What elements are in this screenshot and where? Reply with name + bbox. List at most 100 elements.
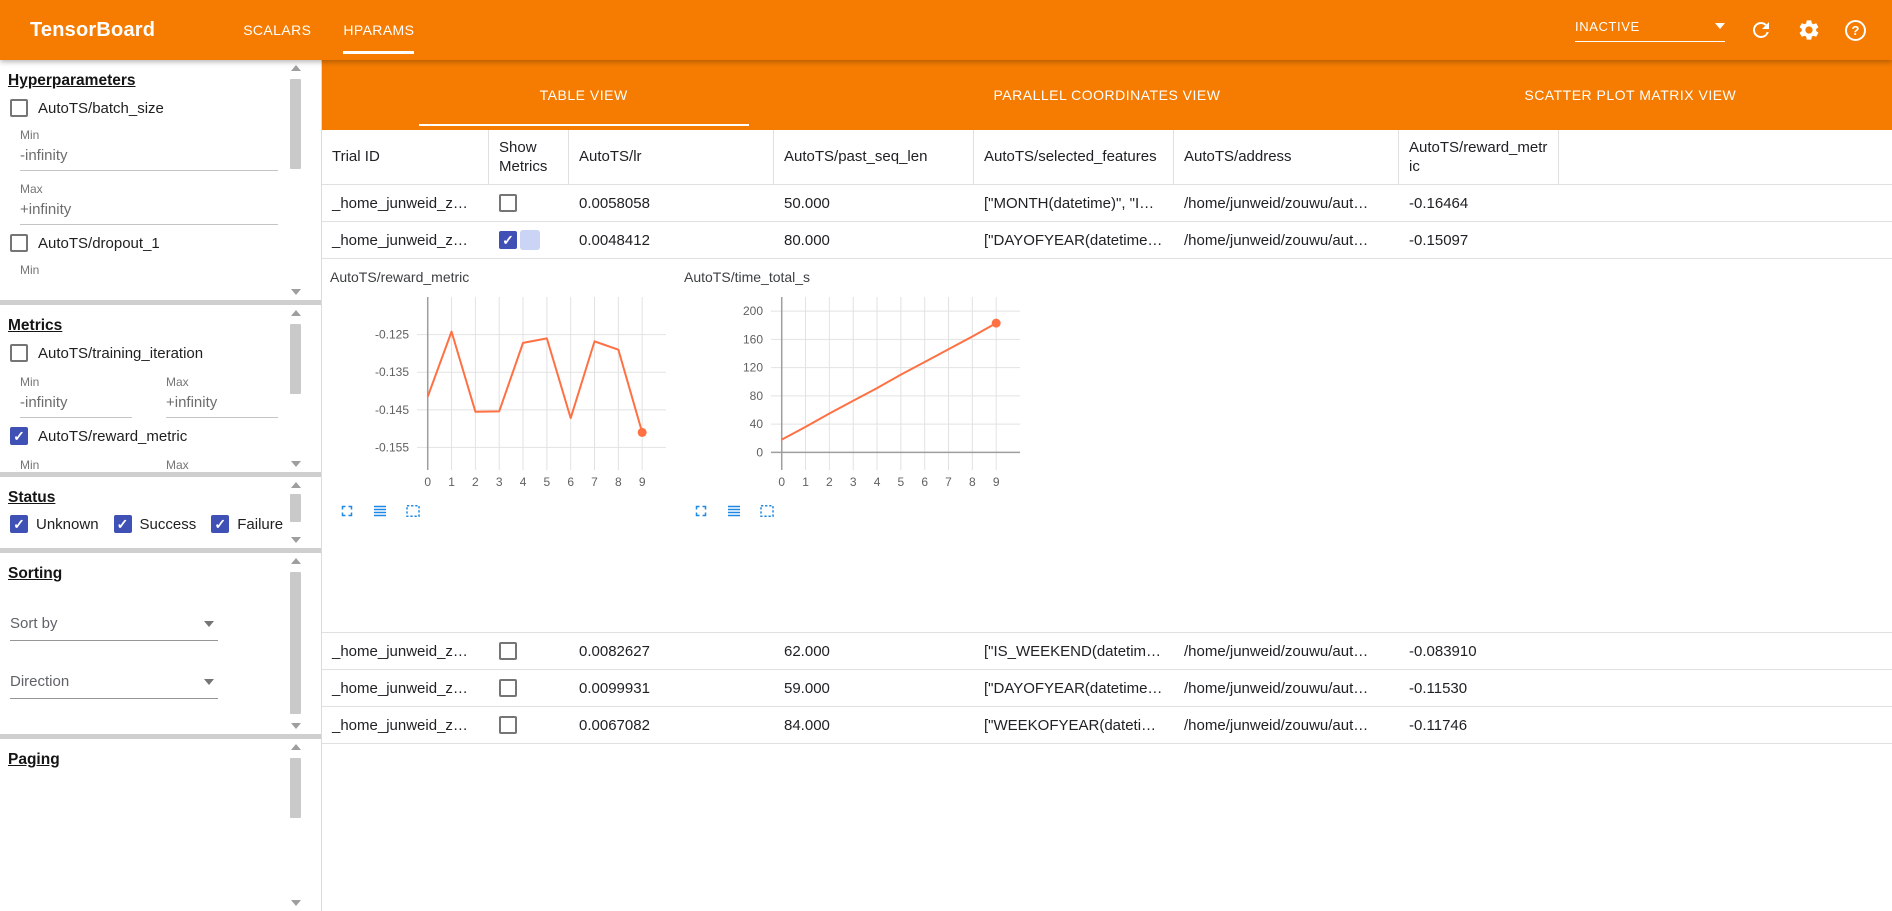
column-header-trial-id[interactable]: Trial ID (322, 130, 489, 184)
status-success-checkbox[interactable] (113, 515, 132, 533)
status-item-unknown[interactable]: Unknown (10, 515, 99, 533)
settings-button[interactable] (1797, 18, 1821, 42)
max-label: Max (166, 375, 189, 389)
max-label: Max (20, 182, 43, 196)
selection-box-button[interactable] (404, 502, 422, 520)
column-header-reward-metric[interactable]: AutoTS/reward_metric (1399, 130, 1559, 184)
status-failure-checkbox[interactable] (211, 515, 230, 533)
trials-table: Trial ID Show Metrics AutoTS/lr AutoTS/p… (322, 130, 1892, 911)
show-metrics-checkbox[interactable] (499, 716, 517, 734)
scrollbar-thumb[interactable] (290, 324, 301, 394)
hparam-item-dropout-1[interactable]: AutoTS/dropout_1 (10, 234, 307, 252)
cell-address: /home/junweid/zouwu/aut… (1184, 194, 1369, 212)
table-row[interactable]: _home_junweid_z… 0.0099931 59.000 ["DAYO… (322, 670, 1892, 707)
column-header-past-seq-len[interactable]: AutoTS/past_seq_len (774, 130, 974, 184)
hparam-dropout-1-checkbox[interactable] (10, 234, 28, 252)
status-panel: Status Unknown Success Failure (0, 477, 321, 548)
svg-text:3: 3 (850, 475, 857, 489)
tab-scatter-plot-matrix-view[interactable]: SCATTER PLOT MATRIX VIEW (1369, 60, 1892, 130)
show-metrics-checkbox[interactable] (499, 194, 517, 212)
status-item-success[interactable]: Success (113, 515, 196, 533)
direction-select[interactable]: Direction (10, 667, 218, 699)
status-scrollbar[interactable] (290, 482, 301, 543)
scrollbar-thumb[interactable] (290, 79, 301, 169)
status-options: Unknown Success Failure Running (10, 515, 307, 548)
metric-reward-metric-checkbox[interactable] (10, 427, 28, 445)
data-table-button[interactable] (371, 502, 389, 520)
scroll-up-icon[interactable] (291, 744, 301, 750)
tab-parallel-coordinates-view[interactable]: PARALLEL COORDINATES VIEW (845, 60, 1368, 130)
hyperparameters-scrollbar[interactable] (290, 65, 301, 295)
expand-chart-button[interactable] (338, 502, 356, 520)
scrollbar-thumb[interactable] (290, 494, 301, 522)
dashed-box-icon (406, 505, 420, 517)
column-header-show-metrics[interactable]: Show Metrics (489, 130, 569, 184)
show-metrics-checkbox[interactable] (499, 642, 517, 660)
min-label: Min (20, 375, 40, 389)
table-row[interactable]: _home_junweid_z… 0.0067082 84.000 ["WEEK… (322, 707, 1892, 744)
metrics-panel: Metrics AutoTS/training_iteration Min -i… (0, 305, 321, 472)
time-total-line-chart[interactable]: 0 1 2 3 4 5 6 7 8 9 0 40 80 120 160 200 (683, 289, 1028, 494)
column-header-lr[interactable]: AutoTS/lr (569, 130, 774, 184)
selection-box-button[interactable] (758, 502, 776, 520)
show-metrics-checkbox[interactable] (499, 231, 517, 249)
svg-text:6: 6 (567, 475, 574, 489)
table-row[interactable]: _home_junweid_z… 0.0048412 80.000 ["DAYO… (322, 222, 1892, 259)
batch-size-min-input[interactable]: -infinity (20, 142, 278, 171)
table-row[interactable]: _home_junweid_z… 0.0082627 62.000 ["IS_W… (322, 633, 1892, 670)
metric-item-reward-metric[interactable]: AutoTS/reward_metric (10, 427, 307, 445)
column-header-selected-features[interactable]: AutoTS/selected_features (974, 130, 1174, 184)
top-bar-actions: INACTIVE ? (1575, 18, 1866, 42)
scroll-down-icon[interactable] (291, 723, 301, 729)
scroll-down-icon[interactable] (291, 461, 301, 467)
data-table-button[interactable] (725, 502, 743, 520)
scroll-up-icon[interactable] (291, 65, 301, 71)
tab-hparams[interactable]: HPARAMS (343, 0, 415, 60)
cell-selected-features: ["MONTH(datetime)", "I… (984, 194, 1155, 212)
scrollbar-thumb[interactable] (290, 572, 301, 714)
paging-scrollbar[interactable] (290, 744, 301, 906)
sorting-heading: Sorting (8, 565, 63, 582)
checkbox-focus-ripple (520, 230, 540, 250)
show-metrics-checkbox[interactable] (499, 679, 517, 697)
cell-selected-features: ["WEEKOFYEAR(dateti… (984, 716, 1157, 734)
scroll-down-icon[interactable] (291, 900, 301, 906)
reward-metric-line-chart[interactable]: 0 1 2 3 4 5 6 7 8 9 -0.125 -0.135 -0.145 -0.155 (329, 289, 674, 494)
chevron-down-icon (204, 678, 214, 685)
metrics-scrollbar[interactable] (290, 310, 301, 467)
svg-text:-0.135: -0.135 (375, 365, 409, 379)
sort-by-select[interactable]: Sort by (10, 609, 218, 641)
cell-filler (1559, 633, 1892, 669)
lines-icon (728, 505, 740, 517)
scroll-up-icon[interactable] (291, 558, 301, 564)
batch-size-max-input[interactable]: +infinity (20, 196, 278, 225)
status-unknown-checkbox[interactable] (10, 515, 28, 533)
hparam-batch-size-checkbox[interactable] (10, 99, 28, 117)
metric-item-training-iteration[interactable]: AutoTS/training_iteration (10, 344, 307, 362)
scroll-down-icon[interactable] (291, 537, 301, 543)
table-header: Trial ID Show Metrics AutoTS/lr AutoTS/p… (322, 130, 1892, 185)
status-item-failure[interactable]: Failure (211, 515, 283, 533)
run-selector[interactable]: INACTIVE (1575, 19, 1725, 42)
table-row[interactable]: _home_junweid_z… 0.0058058 50.000 ["MONT… (322, 185, 1892, 222)
tab-table-view[interactable]: TABLE VIEW (322, 60, 845, 130)
scroll-down-icon[interactable] (291, 289, 301, 295)
training-iteration-min-input[interactable]: -infinity (20, 389, 132, 418)
chevron-down-icon (204, 620, 214, 627)
scrollbar-thumb[interactable] (290, 758, 301, 818)
hparam-item-batch-size[interactable]: AutoTS/batch_size (10, 99, 307, 117)
svg-text:5: 5 (544, 475, 551, 489)
column-header-address[interactable]: AutoTS/address (1174, 130, 1399, 184)
scroll-up-icon[interactable] (291, 310, 301, 316)
refresh-button[interactable] (1749, 18, 1773, 42)
sorting-scrollbar[interactable] (290, 558, 301, 729)
training-iteration-max-input[interactable]: +infinity (166, 389, 278, 418)
scroll-up-icon[interactable] (291, 482, 301, 488)
min-label: Min (20, 263, 40, 277)
expand-chart-button[interactable] (692, 502, 710, 520)
tab-scalars[interactable]: SCALARS (243, 0, 311, 60)
cell-lr: 0.0082627 (579, 642, 650, 660)
help-button[interactable]: ? (1845, 19, 1866, 41)
svg-text:0: 0 (424, 475, 431, 489)
metric-training-iteration-checkbox[interactable] (10, 344, 28, 362)
